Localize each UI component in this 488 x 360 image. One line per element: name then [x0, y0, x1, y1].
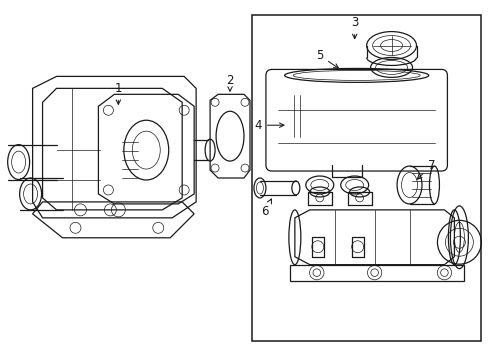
Text: 2: 2	[226, 74, 233, 91]
Text: 1: 1	[114, 82, 122, 104]
Text: 6: 6	[261, 199, 271, 219]
Text: 5: 5	[315, 49, 338, 68]
Text: 3: 3	[350, 16, 358, 39]
Text: 7: 7	[416, 158, 434, 179]
Bar	[251, 15, 480, 341]
Text: 4: 4	[254, 119, 284, 132]
